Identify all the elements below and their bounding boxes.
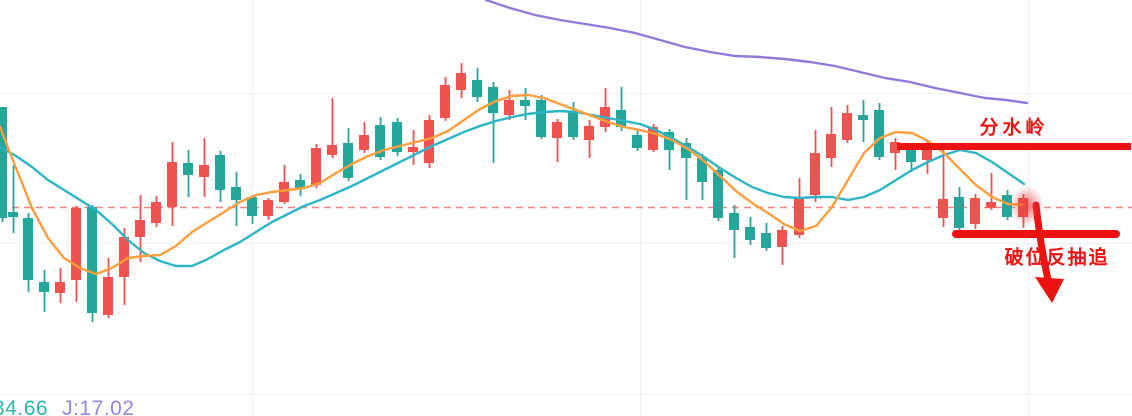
candle-body — [970, 198, 980, 224]
candle-body — [874, 110, 884, 157]
candle-body — [906, 150, 916, 162]
down-arrow-head-icon — [1035, 277, 1064, 303]
candle-body — [986, 202, 996, 208]
candle-body — [826, 134, 836, 158]
candle-body — [536, 100, 546, 137]
candle-body — [263, 200, 273, 216]
candle-body — [456, 73, 466, 90]
candle-body — [890, 142, 900, 153]
candle-body — [858, 115, 868, 120]
candle-body — [777, 230, 787, 247]
candle-body — [135, 220, 145, 237]
candle-body — [504, 100, 514, 115]
candle-body — [664, 132, 674, 150]
candle-body — [648, 127, 658, 150]
candle-body — [231, 187, 241, 200]
candle-body — [552, 122, 562, 138]
candle-body — [8, 212, 18, 217]
candle-body — [0, 107, 7, 218]
candle-body — [215, 155, 225, 190]
candle-body — [247, 197, 257, 216]
candle-body — [408, 147, 418, 152]
candle-body — [761, 233, 771, 248]
candle-body — [472, 80, 482, 97]
candle-body — [584, 126, 594, 140]
candle-body — [359, 135, 369, 150]
candle-body — [440, 85, 450, 118]
candle-body — [794, 197, 804, 235]
candle-body — [938, 199, 948, 218]
candle-body — [745, 227, 755, 240]
ma-long-purple-line — [484, 0, 1029, 105]
candle-body — [488, 87, 498, 113]
candle-body — [279, 182, 289, 202]
kdj-j-value: J:17.02 — [62, 397, 135, 416]
candle-body — [713, 170, 723, 218]
candle-body — [810, 153, 820, 195]
candle-body — [71, 208, 81, 280]
candle-body — [520, 100, 530, 106]
candle-body — [327, 145, 337, 155]
candle-body — [295, 180, 305, 188]
candle-body — [632, 135, 642, 148]
candle-body — [167, 162, 177, 207]
kdj-d-value: 34.66 — [0, 397, 49, 416]
candle-body — [1002, 195, 1012, 217]
candle-body — [199, 165, 209, 177]
candle-body — [424, 120, 434, 163]
candle-body — [343, 143, 353, 178]
candle-body — [729, 213, 739, 230]
candle-body — [697, 158, 707, 182]
ma-slow-cyan-line — [0, 109, 1026, 268]
candle-body — [23, 218, 33, 280]
candle-body — [55, 282, 65, 293]
candle-body — [392, 122, 402, 152]
candle-body — [87, 207, 97, 313]
candle-body — [681, 143, 691, 158]
candle-body — [568, 112, 578, 137]
candle-body — [311, 148, 321, 185]
candle-body — [375, 125, 385, 157]
candle-body — [119, 237, 129, 277]
candles-layer — [0, 63, 1028, 322]
candle-body — [842, 113, 852, 140]
candle-body — [616, 110, 626, 127]
candle-body — [954, 197, 964, 228]
indicator-values: 34.66 J:17.02 — [0, 397, 148, 416]
candle-body — [183, 163, 193, 175]
ma-fast-orange-line — [0, 93, 1026, 276]
candle-body — [103, 277, 113, 315]
candle-body — [151, 202, 161, 223]
candle-body — [922, 143, 932, 160]
candle-body — [39, 282, 49, 292]
last-candle-highlight — [1010, 186, 1044, 226]
